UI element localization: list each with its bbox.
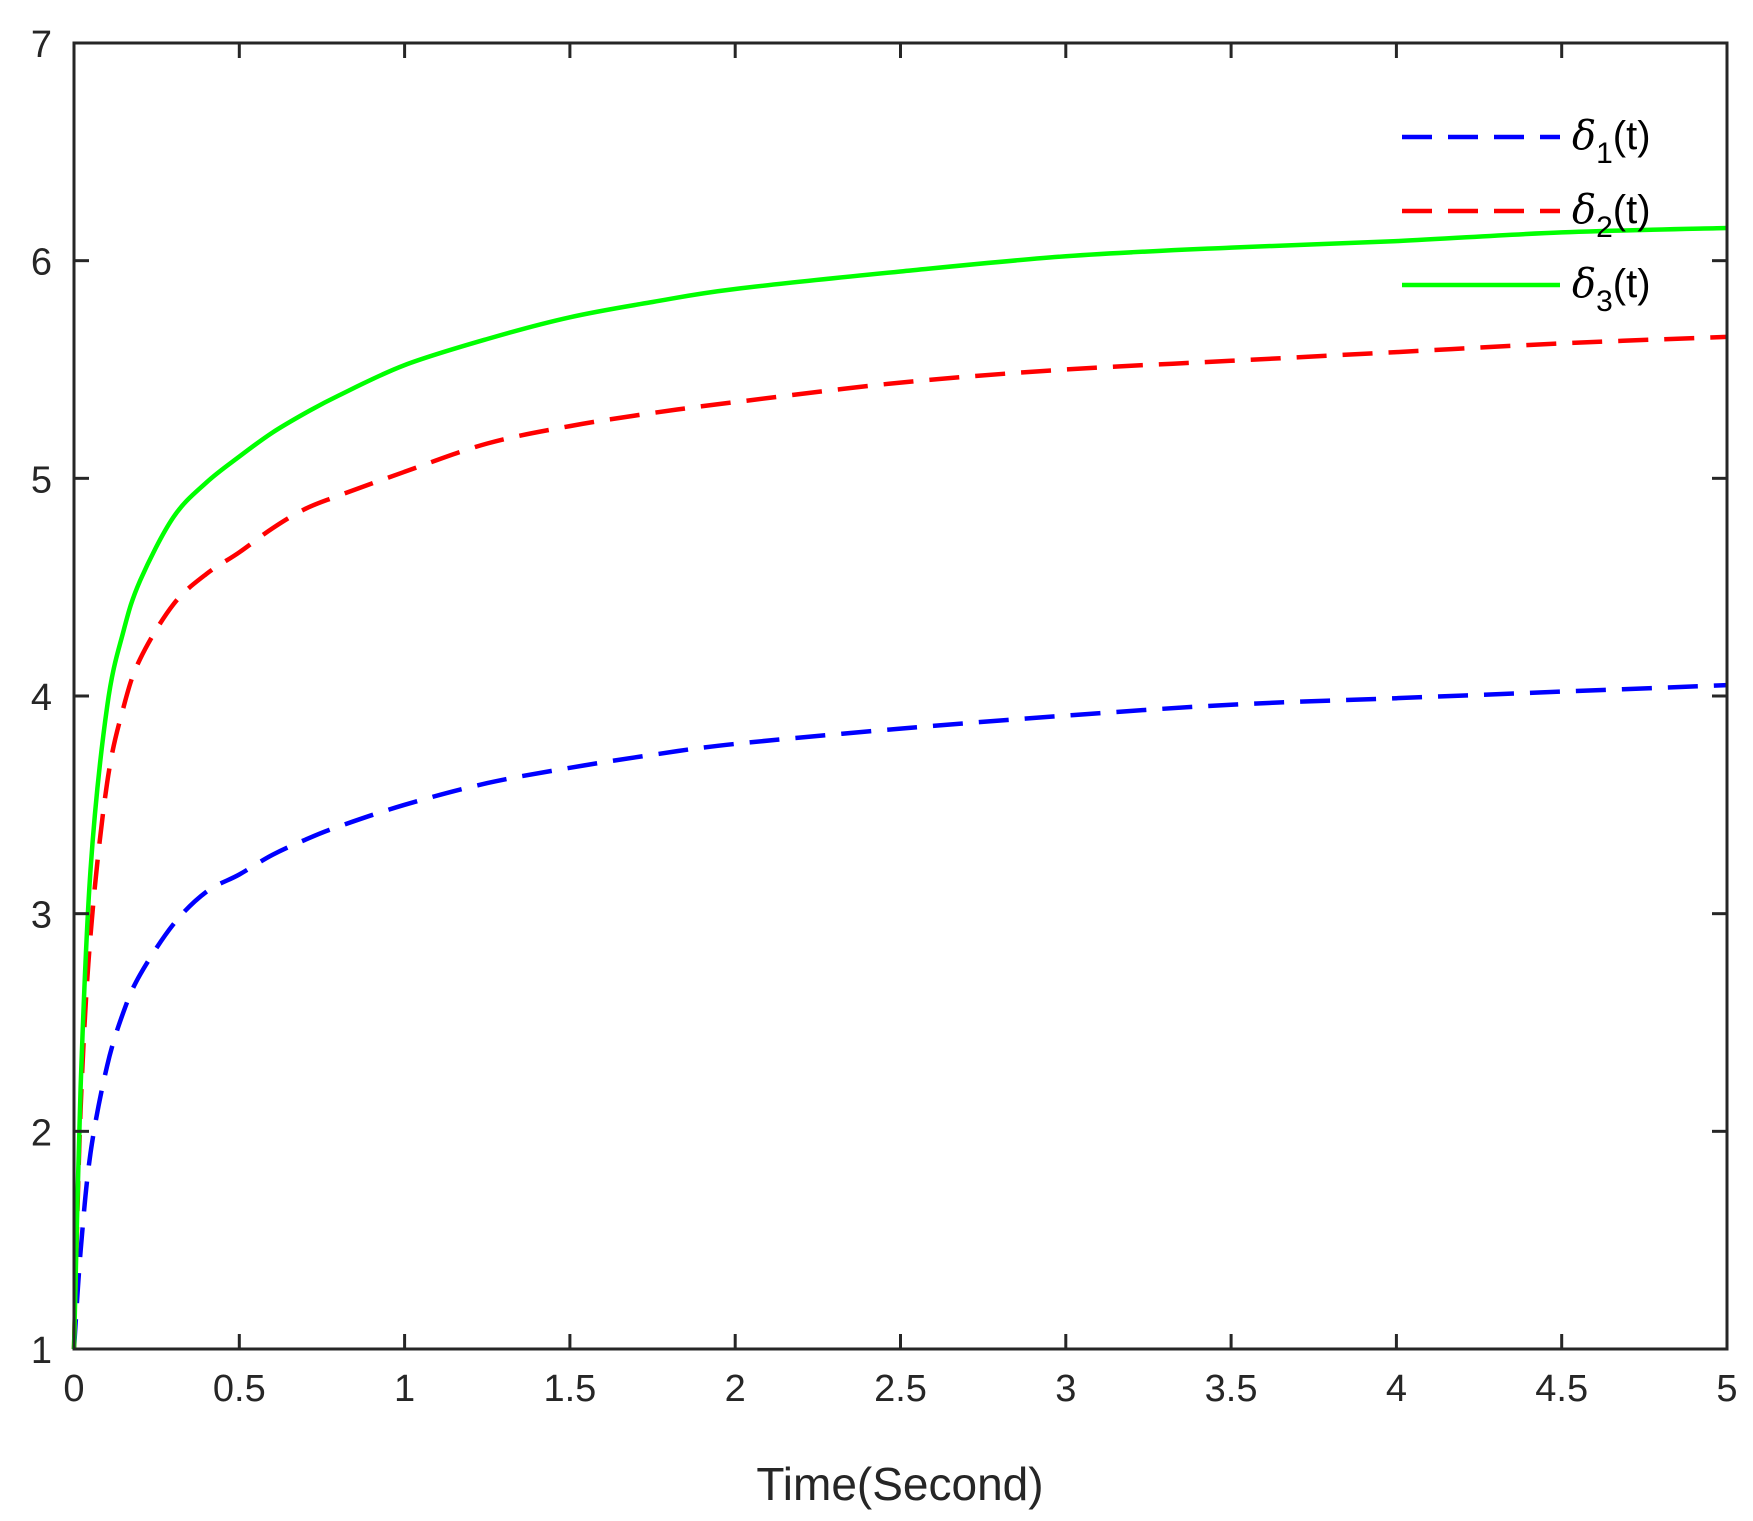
x-tick-label: 2 (725, 1368, 746, 1410)
series-line-2 (71, 334, 1728, 1350)
plot-background (74, 43, 1727, 1349)
x-tick-label: 0.5 (213, 1368, 266, 1410)
x-tick-label: 4.5 (1535, 1368, 1588, 1410)
series-layer (71, 225, 1728, 1350)
y-tick-label: 2 (31, 1112, 52, 1154)
x-tick-label: 3.5 (1205, 1368, 1258, 1410)
x-tick-label: 1 (394, 1368, 415, 1410)
y-tick-label: 7 (31, 24, 52, 66)
x-tick-label: 5 (1716, 1368, 1737, 1410)
legend: δ1(t) δ2(t) δ3(t) (1402, 113, 1651, 318)
x-tick-label: 0 (63, 1368, 84, 1410)
x-tick-label: 1.5 (543, 1368, 596, 1410)
y-tick-label: 1 (31, 1330, 52, 1372)
x-tick-label: 3 (1055, 1368, 1076, 1410)
y-tick-label: 4 (31, 677, 52, 719)
series-line-3 (71, 225, 1728, 1350)
legend-label-2: δ2(t) (1572, 187, 1651, 244)
tick-layer: 0 0.5 1 1.5 2 2.5 3 3.5 4 4.5 5 1 2 3 4 5 6 7 (31, 24, 1738, 1410)
x-tick-label: 4 (1386, 1368, 1407, 1410)
x-axis-title: Time(Second) (756, 1458, 1043, 1510)
x-tick-label: 2.5 (874, 1368, 927, 1410)
legend-label-3: δ3(t) (1572, 261, 1651, 318)
y-tick-label: 6 (31, 242, 52, 284)
series-line-1 (71, 682, 1728, 1350)
y-tick-label: 5 (31, 459, 52, 501)
y-tick-label: 3 (31, 895, 52, 937)
legend-label-1: δ1(t) (1572, 113, 1651, 170)
